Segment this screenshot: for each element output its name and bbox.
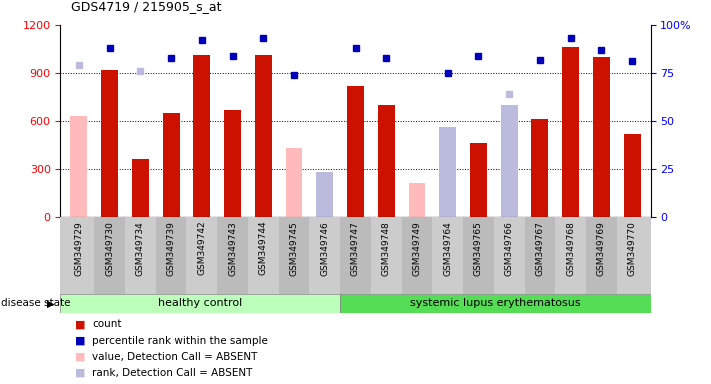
Bar xyxy=(340,294,651,313)
Text: GSM349770: GSM349770 xyxy=(628,221,636,276)
Bar xyxy=(95,217,125,294)
Bar xyxy=(347,86,364,217)
Bar xyxy=(125,217,156,294)
Bar xyxy=(70,116,87,217)
Text: GSM349742: GSM349742 xyxy=(198,221,206,275)
Bar xyxy=(470,143,487,217)
Text: GSM349729: GSM349729 xyxy=(75,221,83,276)
Text: GSM349749: GSM349749 xyxy=(412,221,422,276)
Bar xyxy=(593,57,610,217)
Text: GSM349746: GSM349746 xyxy=(320,221,329,276)
Text: ■: ■ xyxy=(75,336,85,346)
Text: healthy control: healthy control xyxy=(158,298,242,308)
Bar xyxy=(402,217,432,294)
Bar xyxy=(555,217,586,294)
Text: GSM349730: GSM349730 xyxy=(105,221,114,276)
Text: value, Detection Call = ABSENT: value, Detection Call = ABSENT xyxy=(92,352,258,362)
Bar xyxy=(156,217,186,294)
Bar xyxy=(432,217,463,294)
Bar xyxy=(163,113,180,217)
Text: systemic lupus erythematosus: systemic lupus erythematosus xyxy=(410,298,581,308)
Text: GSM349768: GSM349768 xyxy=(566,221,575,276)
Text: GSM349767: GSM349767 xyxy=(535,221,545,276)
Bar xyxy=(531,119,548,217)
Bar xyxy=(316,199,333,217)
Bar xyxy=(60,294,340,313)
Text: ■: ■ xyxy=(75,319,85,329)
Text: GSM349745: GSM349745 xyxy=(289,221,299,276)
Bar xyxy=(340,217,371,294)
Text: GSM349734: GSM349734 xyxy=(136,221,145,276)
Bar xyxy=(463,217,494,294)
Bar xyxy=(501,159,518,217)
Text: ▶: ▶ xyxy=(47,298,55,308)
Bar xyxy=(439,127,456,217)
Text: disease state: disease state xyxy=(1,298,71,308)
Bar xyxy=(132,159,149,217)
Bar xyxy=(286,148,302,217)
Text: GSM349765: GSM349765 xyxy=(474,221,483,276)
Bar xyxy=(371,217,402,294)
Bar xyxy=(101,70,118,217)
Text: GDS4719 / 215905_s_at: GDS4719 / 215905_s_at xyxy=(70,0,221,13)
Bar xyxy=(279,217,309,294)
Text: percentile rank within the sample: percentile rank within the sample xyxy=(92,336,268,346)
Bar xyxy=(255,55,272,217)
Bar xyxy=(186,217,217,294)
Text: GSM349744: GSM349744 xyxy=(259,221,268,275)
Bar xyxy=(501,105,518,217)
Text: rank, Detection Call = ABSENT: rank, Detection Call = ABSENT xyxy=(92,368,253,378)
Bar xyxy=(378,105,395,217)
Bar xyxy=(224,110,241,217)
Text: GSM349743: GSM349743 xyxy=(228,221,237,276)
Bar xyxy=(439,159,456,217)
Text: GSM349769: GSM349769 xyxy=(597,221,606,276)
Bar xyxy=(494,217,525,294)
Text: GSM349748: GSM349748 xyxy=(382,221,391,276)
Bar xyxy=(624,134,641,217)
Bar xyxy=(409,184,425,217)
Bar xyxy=(193,55,210,217)
Text: GSM349747: GSM349747 xyxy=(351,221,360,276)
Bar xyxy=(562,47,579,217)
Bar xyxy=(316,172,333,217)
Bar xyxy=(309,217,340,294)
Bar xyxy=(63,217,95,294)
Bar xyxy=(586,217,616,294)
Bar xyxy=(217,217,248,294)
Bar xyxy=(616,217,648,294)
Text: count: count xyxy=(92,319,122,329)
Text: ■: ■ xyxy=(75,368,85,378)
Text: ■: ■ xyxy=(75,352,85,362)
Bar xyxy=(248,217,279,294)
Text: GSM349739: GSM349739 xyxy=(166,221,176,276)
Bar xyxy=(525,217,555,294)
Text: GSM349764: GSM349764 xyxy=(443,221,452,276)
Text: GSM349766: GSM349766 xyxy=(505,221,513,276)
